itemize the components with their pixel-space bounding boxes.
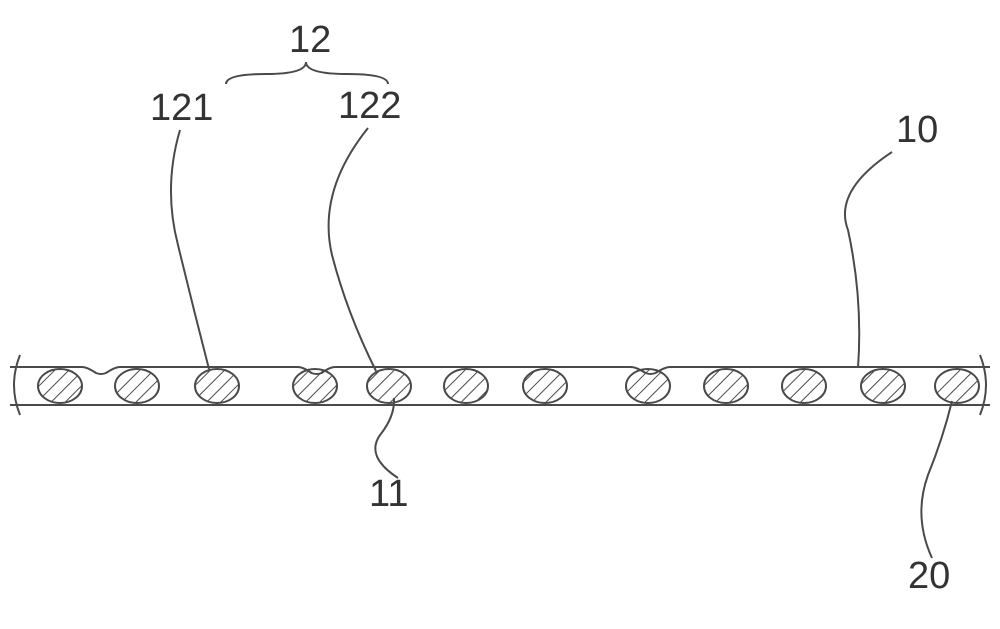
cross-section-ellipse <box>293 369 337 403</box>
top-outline <box>10 367 990 374</box>
leader-11 <box>375 398 398 478</box>
leader-122 <box>329 128 376 371</box>
cross-section-ellipse <box>115 369 159 403</box>
cross-section-ellipse <box>861 369 905 403</box>
label-122: 122 <box>338 85 401 127</box>
label-20: 20 <box>908 555 950 597</box>
cross-section-ellipse <box>523 369 567 403</box>
leader-10 <box>845 152 892 368</box>
cross-section-ellipse <box>38 369 82 403</box>
cross-section-ellipse <box>626 369 670 403</box>
label-11: 11 <box>369 473 408 515</box>
diagram-canvas: 10 11 12 20 121 122 <box>0 0 1000 629</box>
brace-12 <box>226 62 388 84</box>
label-12: 12 <box>289 19 331 61</box>
label-10: 10 <box>896 109 938 151</box>
cross-section-ellipse <box>195 369 239 403</box>
cross-section-ellipse <box>444 369 488 403</box>
cross-section-ellipse <box>367 369 411 403</box>
leader-20 <box>921 401 952 558</box>
leader-121 <box>171 130 209 369</box>
cross-section-ellipse <box>704 369 748 403</box>
cross-section-ellipse <box>782 369 826 403</box>
cross-section-ellipse <box>935 369 979 403</box>
label-121: 121 <box>150 87 213 129</box>
